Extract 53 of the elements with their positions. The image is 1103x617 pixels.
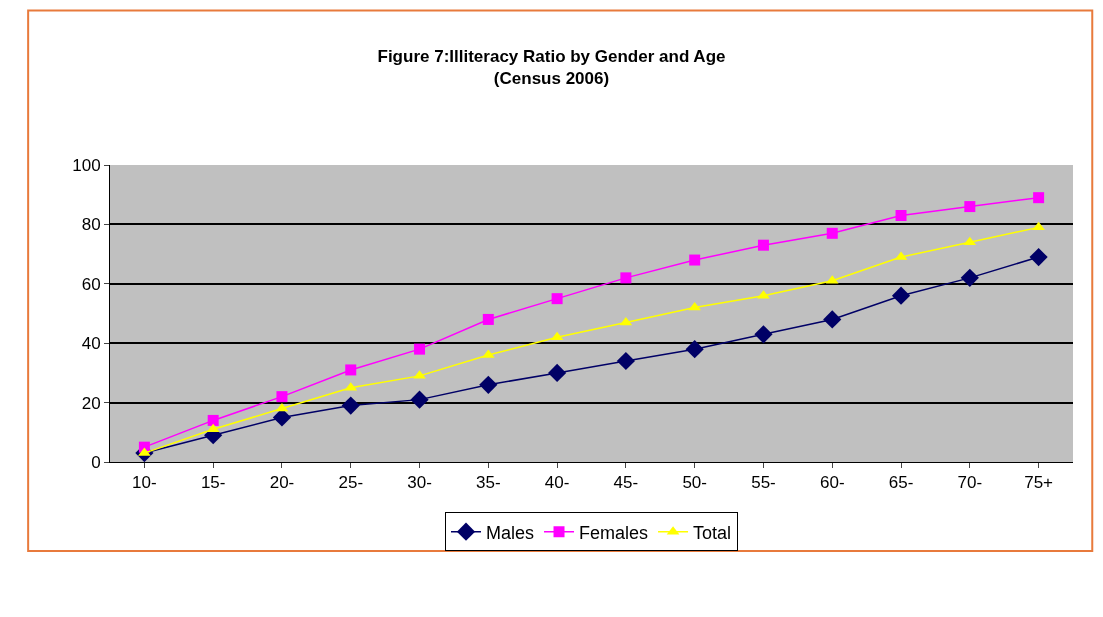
point [345, 364, 357, 376]
chart-title: Figure 7:Illiteracy Ratio by Gender and Age (Census 2006) [377, 46, 726, 88]
y-tick-label: 80 [81, 215, 101, 235]
x-tick-label: 15- [200, 473, 226, 493]
x-tick-label: 70- [957, 473, 983, 493]
x-tick-label: 10- [132, 473, 157, 493]
point [410, 390, 429, 409]
point [620, 272, 632, 284]
point [1033, 192, 1045, 204]
x-tick-label: 25- [338, 473, 364, 493]
legend-label: Total [693, 522, 732, 543]
x-tick-label: 45- [613, 473, 639, 493]
x-tick-label: 20- [269, 473, 295, 493]
point [550, 331, 564, 341]
point [826, 227, 838, 239]
x-tick-label: 50- [682, 473, 707, 493]
x-tick-label: 40- [544, 473, 570, 493]
y-tick-label: 100 [72, 155, 101, 175]
y-tick-label: 60 [81, 274, 101, 294]
legend-label: Males [486, 522, 535, 543]
point [757, 239, 769, 251]
y-tick-label: 20 [81, 393, 101, 413]
y-tick-label: 0 [91, 452, 101, 472]
point [689, 254, 701, 266]
point [276, 391, 288, 403]
point [551, 293, 563, 305]
point [479, 375, 498, 394]
point [482, 313, 494, 325]
y-tick-label: 40 [81, 334, 101, 354]
point [207, 414, 219, 426]
point [891, 286, 911, 305]
x-tick-label: 65- [888, 473, 914, 493]
x-tick-label: 35- [476, 473, 501, 493]
point [685, 340, 704, 359]
x-tick-label: 75+ [1024, 473, 1054, 493]
x-tick-label: 60- [819, 473, 845, 493]
point [616, 351, 635, 371]
point [619, 316, 633, 326]
point [414, 343, 426, 355]
point [823, 310, 842, 329]
x-tick-label: 30- [407, 473, 432, 493]
point [548, 363, 567, 382]
point [272, 408, 292, 427]
point [1029, 247, 1048, 267]
point [895, 209, 907, 221]
point [341, 396, 360, 415]
point [964, 201, 976, 213]
x-tick-label: 55- [751, 473, 776, 493]
point [960, 268, 979, 287]
point [206, 423, 220, 433]
point [754, 325, 773, 344]
legend-label: Females [579, 522, 649, 543]
point [1032, 221, 1045, 231]
